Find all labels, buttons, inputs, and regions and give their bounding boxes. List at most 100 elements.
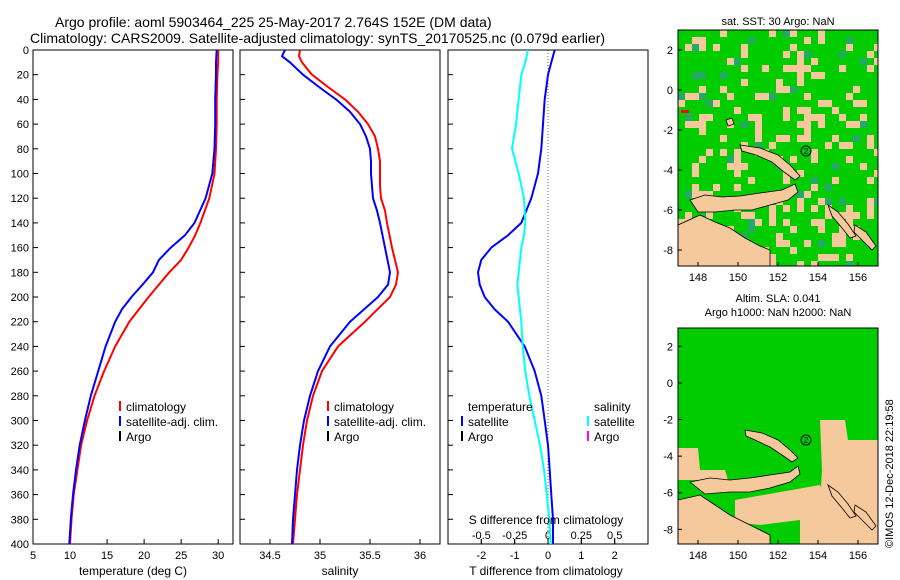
legend-argo-label: Argo [126,430,152,444]
sst-missing-cell [818,219,825,226]
sst-missing-cell [797,72,804,79]
map-x-tick-label: 154 [809,550,827,562]
depth-tick-label: 0 [23,45,29,57]
sst-missing-cell [811,205,818,212]
sst-missing-cell [818,100,825,107]
depth-tick-label: 120 [11,193,29,205]
sst-cool-cell [811,177,818,184]
new-guinea-land [678,494,771,544]
sst-missing-cell [818,37,825,44]
sst-missing-cell [839,114,846,121]
sst-map-land: 2 [678,110,877,266]
sst-missing-cell [741,65,748,72]
sst-missing-cell [825,100,832,107]
satellite-temperature-line [68,50,218,544]
sst-missing-cell [818,254,825,261]
legend-satellite-label: satellite-adj. clim. [334,415,426,429]
sst-missing-cell [692,170,699,177]
sla-map-land: 2 [678,429,877,544]
difference-xlabel: T difference from climatology [469,564,623,578]
sst-missing-cell [741,163,748,170]
sst-missing-cell [818,226,825,233]
sst-missing-cell [797,58,804,65]
temperature-tick-label: 30 [212,550,224,562]
sst-missing-cell [783,114,790,121]
map-y-tick-label: 0 [667,378,673,390]
sst-missing-cell [727,163,734,170]
difference-tick-label: -2 [476,550,486,562]
sst-missing-cell [783,177,790,184]
temperature-tick-label: 15 [101,550,113,562]
sst-missing-cell [804,191,811,198]
sst-missing-cell [692,37,699,44]
sst-missing-cell [734,149,741,156]
sst-missing-cell [734,107,741,114]
sst-missing-cell [860,114,867,121]
depth-tick-label: 200 [11,292,29,304]
sst-missing-cell [741,79,748,86]
sst-cool-cell [727,156,734,163]
sst-missing-cell [818,72,825,79]
sst-map-ticks: 148 150 152 154 156 2 0 -2 -4 -6 -8 [663,45,867,284]
sst-missing-cell [692,184,699,191]
sst-missing-cell [783,205,790,212]
sst-missing-cell [832,135,839,142]
depth-tick-label: 320 [11,440,29,452]
sst-missing-cell [769,205,776,212]
sst-missing-cell [769,254,776,261]
difference-tick-label: 0 [545,550,551,562]
depth-tick-label: 100 [11,169,29,181]
sst-missing-cell [839,212,846,219]
sst-cool-cell [825,198,832,205]
sst-missing-cell [713,100,720,107]
sst-missing-cell [699,37,706,44]
sst-missing-cell [769,261,776,266]
salinity-panel-frame [239,49,441,545]
sst-missing-cell [699,121,706,128]
sst-missing-cell [685,121,692,128]
salinity-legend: climatology satellite-adj. clim. Argo [327,400,426,444]
sst-map: 2 [678,30,878,266]
sst-missing-cell [727,93,734,100]
climatology-salinity-line [292,50,399,544]
sst-missing-cell [692,93,699,100]
sst-missing-cell [755,219,762,226]
sst-missing-cell [755,121,762,128]
temperature-tick-label: 10 [64,550,76,562]
salinity-tick-label: 34.5 [259,550,280,562]
sst-missing-cell [797,205,804,212]
sst-missing-cell [797,51,804,58]
sst-missing-cell [839,65,846,72]
salinity-tick-label: 35.5 [359,550,380,562]
sst-missing-cell [755,114,762,121]
temperature-panel-frame [32,49,234,545]
sla-gap-west [678,448,728,480]
sst-missing-cell [741,51,748,58]
sst-missing-cell [804,65,811,72]
sst-missing-cell [874,170,878,177]
temperature-axis-ticks: 5 10 15 20 25 30 [30,539,224,562]
map-y-tick-label: 2 [667,45,673,57]
imos-credit: ©IMOS 12-Dec-2018 22:19:58 [884,399,896,548]
sst-missing-cell [741,212,748,219]
temperature-tick-label: 5 [30,550,36,562]
sst-missing-cell [846,93,853,100]
sst-missing-cell [783,135,790,142]
sst-cool-cell [692,44,699,51]
salinity-difference-line [511,50,552,544]
sst-missing-cell [713,44,720,51]
sst-missing-cell [762,93,769,100]
legend-climatology-label: climatology [126,400,186,414]
sst-cool-cell [839,51,846,58]
sst-missing-cell [818,114,825,121]
difference-tick-label: 1 [578,550,584,562]
sst-missing-cell [720,149,727,156]
sst-cool-cell [741,121,748,128]
sst-missing-cell [874,58,878,65]
sst-cool-cell [685,191,692,198]
sla-map-ticks: 148 150 152 154 156 2 0 -2 -4 -6 -8 [663,341,867,562]
sst-missing-cell [811,219,818,226]
sst-missing-cell [699,86,706,93]
sst-missing-cell [811,149,818,156]
